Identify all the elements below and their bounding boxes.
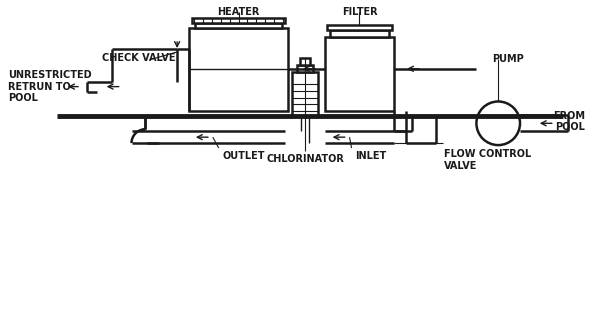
Text: CHECK VALVE: CHECK VALVE [102,53,175,63]
Text: INLET: INLET [355,151,387,161]
Bar [292,72,318,116]
Bar [189,28,288,111]
Text: HEATER: HEATER [217,7,260,17]
Text: FILTER: FILTER [341,7,377,17]
Bar [300,58,310,65]
Bar [327,25,392,30]
Text: UNRESTRICTED
RETRUN TO
POOL: UNRESTRICTED RETRUN TO POOL [8,70,91,103]
Bar [325,37,394,111]
Text: PUMP: PUMP [492,54,524,64]
Circle shape [476,101,520,145]
Text: FLOW CONTROL
VALVE: FLOW CONTROL VALVE [444,149,531,171]
Bar [297,65,313,72]
Bar [192,18,285,23]
Text: CHLORINATOR: CHLORINATOR [266,154,344,164]
Text: FROM
POOL: FROM POOL [553,110,586,132]
Bar [330,30,389,37]
Text: OUTLET: OUTLET [223,151,265,161]
Bar [195,23,282,28]
